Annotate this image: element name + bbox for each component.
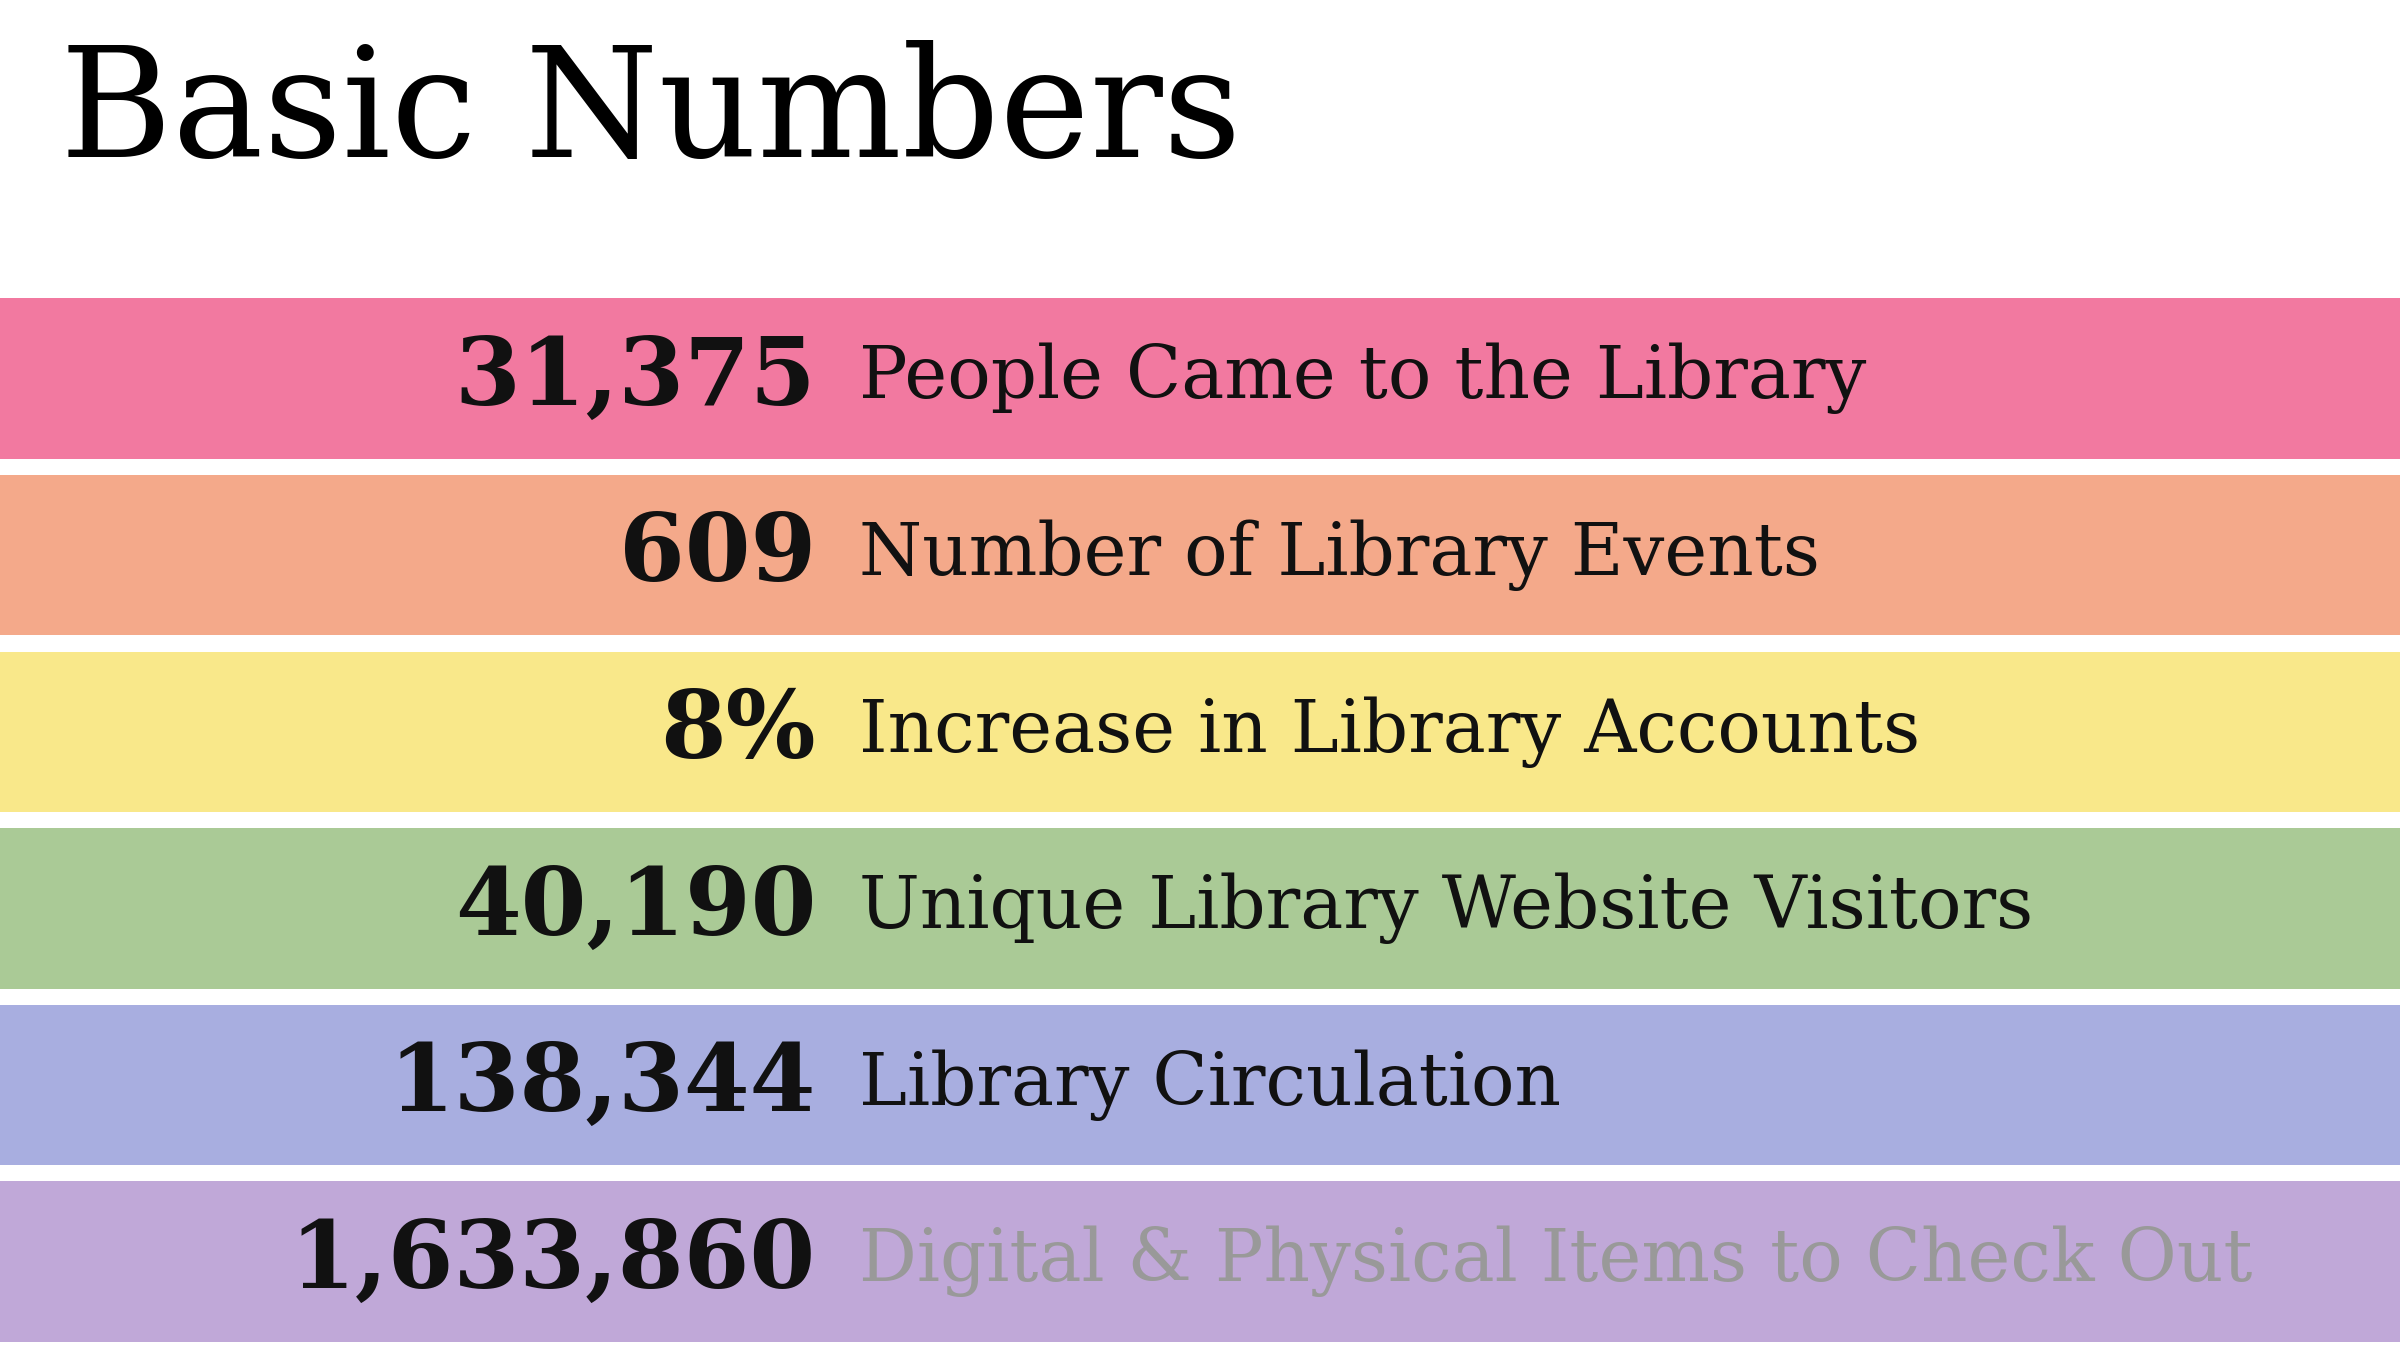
Bar xyxy=(0,298,2400,459)
Text: Basic Numbers: Basic Numbers xyxy=(60,40,1241,189)
Text: 609: 609 xyxy=(619,510,816,601)
Text: Increase in Library Accounts: Increase in Library Accounts xyxy=(859,697,1920,768)
Text: 31,375: 31,375 xyxy=(454,333,816,424)
Bar xyxy=(0,1181,2400,1342)
Text: People Came to the Library: People Came to the Library xyxy=(859,343,1867,414)
Text: Library Circulation: Library Circulation xyxy=(859,1049,1562,1120)
Bar xyxy=(0,475,2400,636)
Text: Unique Library Website Visitors: Unique Library Website Visitors xyxy=(859,872,2033,944)
Bar xyxy=(0,828,2400,988)
Bar xyxy=(0,1004,2400,1165)
Text: 1,633,860: 1,633,860 xyxy=(290,1216,816,1307)
Text: Number of Library Events: Number of Library Events xyxy=(859,520,1819,591)
Text: 138,344: 138,344 xyxy=(389,1040,816,1130)
Text: 40,190: 40,190 xyxy=(454,864,816,953)
Text: 8%: 8% xyxy=(660,687,816,776)
Text: Digital & Physical Items to Check Out: Digital & Physical Items to Check Out xyxy=(859,1226,2254,1297)
Bar xyxy=(0,652,2400,811)
